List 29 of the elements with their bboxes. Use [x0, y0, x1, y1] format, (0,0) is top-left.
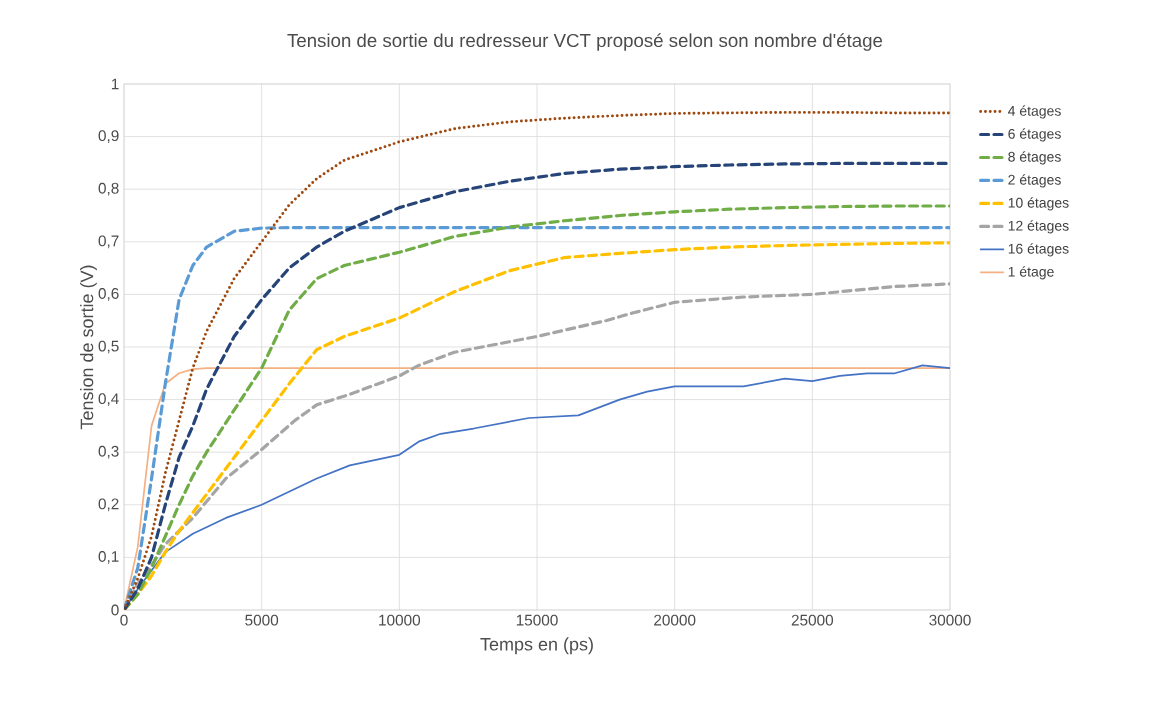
legend-label: 16 étages — [1008, 243, 1069, 257]
y-tick-label: 0,4 — [98, 393, 119, 406]
legend-label: 1 étage — [1008, 266, 1054, 280]
x-tick-label: 20000 — [654, 614, 696, 626]
y-tick-label: 0,3 — [98, 445, 119, 459]
y-tick-label: 1 — [111, 78, 119, 90]
x-tick-label: 5000 — [245, 614, 279, 626]
legend-label: 6 étages — [1008, 128, 1061, 142]
y-tick-label: 0,2 — [98, 498, 119, 512]
y-axis-title: Tension de sortie (V) — [80, 265, 97, 430]
legend-label: 8 étages — [1008, 151, 1061, 165]
legend-label: 2 étages — [1008, 174, 1061, 188]
y-tick-label: 0,8 — [98, 182, 119, 196]
x-axis-title: Temps en (ps) — [480, 637, 593, 655]
y-tick-label: 0,7 — [98, 235, 119, 249]
legend-label: 12 étages — [1008, 220, 1069, 234]
x-tick-label: 15000 — [516, 614, 558, 626]
legend-label: 10 étages — [1008, 197, 1069, 211]
y-tick-label: 0,1 — [98, 551, 119, 564]
x-tick-label: 0 — [120, 614, 128, 626]
y-tick-label: 0,6 — [98, 288, 119, 301]
x-tick-label: 10000 — [379, 614, 421, 626]
x-tick-label: 25000 — [791, 614, 834, 626]
y-tick-label: 0,5 — [98, 340, 119, 354]
chart-title: Tension de sortie du redresseur VCT proposé selon son nombre d'étage — [287, 33, 883, 51]
y-tick-label: 0 — [111, 604, 119, 616]
legend-label: 4 étages — [1007, 105, 1061, 119]
x-tick-label: 30000 — [929, 614, 971, 626]
y-tick-label: 0,9 — [98, 130, 119, 143]
